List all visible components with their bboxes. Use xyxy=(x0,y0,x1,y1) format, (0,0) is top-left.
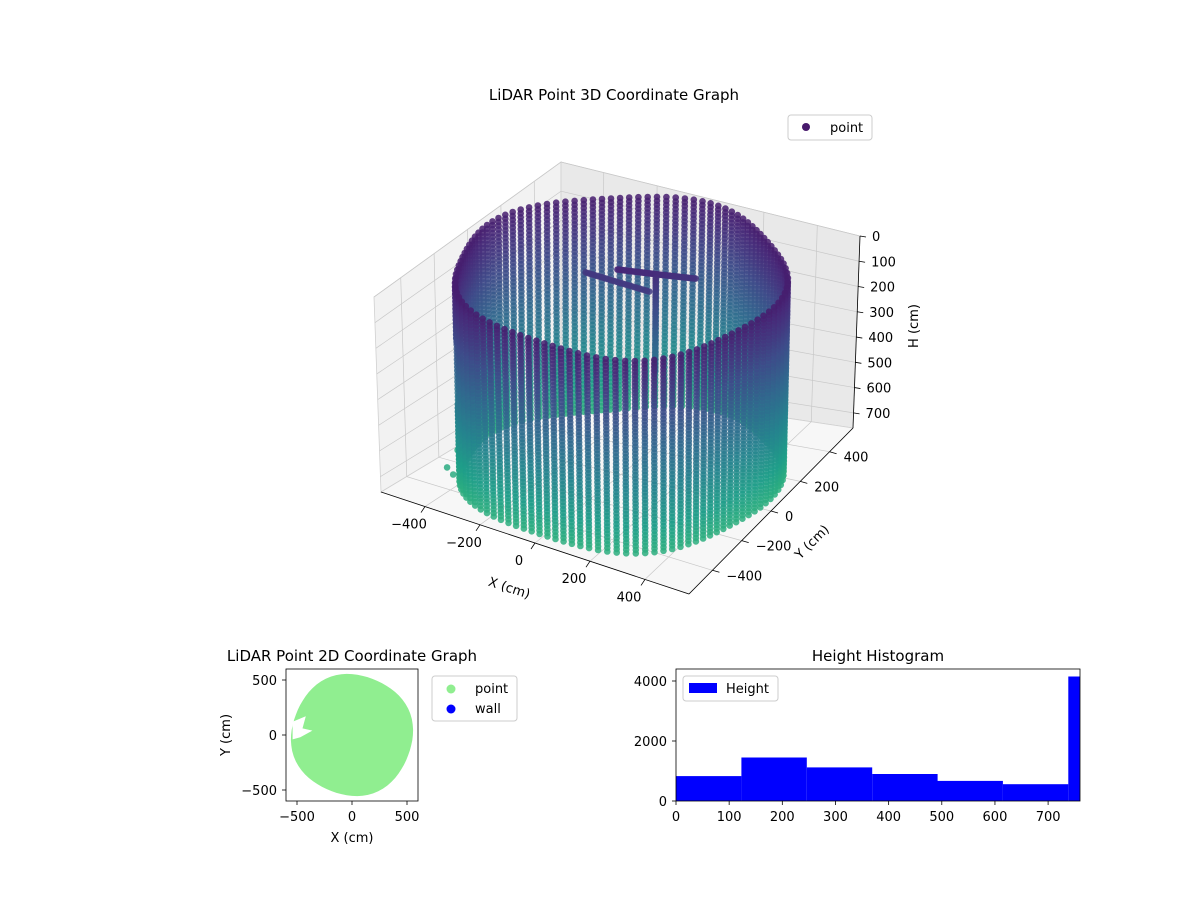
point-3d xyxy=(505,519,512,527)
point-3d xyxy=(726,522,733,529)
grid-line xyxy=(373,161,861,298)
point-3d xyxy=(645,288,653,295)
point-3d xyxy=(497,516,505,524)
point-3d xyxy=(477,506,485,513)
grid-line xyxy=(433,253,742,541)
grid-line xyxy=(400,277,713,571)
point-3d xyxy=(739,515,746,522)
point-3d xyxy=(732,518,740,526)
point-3d xyxy=(720,525,727,533)
point-3d xyxy=(512,522,520,530)
point-3d xyxy=(614,266,621,273)
point-3d xyxy=(449,471,457,478)
point-3d xyxy=(706,532,714,539)
point-3d xyxy=(443,464,451,471)
chart-3d-title: LiDAR Point 3D Coordinate Graph xyxy=(489,86,739,104)
point-3d xyxy=(757,504,764,511)
point-cloud-3d xyxy=(443,193,792,557)
point-3d xyxy=(751,508,758,515)
point-3d xyxy=(483,509,491,517)
chart-3d: LiDAR Point 3D Coordinate Graph −400−200… xyxy=(373,86,922,605)
point-3d xyxy=(745,511,752,519)
point-3d xyxy=(490,513,498,520)
point-3d xyxy=(713,528,720,536)
point-3d xyxy=(520,525,528,532)
